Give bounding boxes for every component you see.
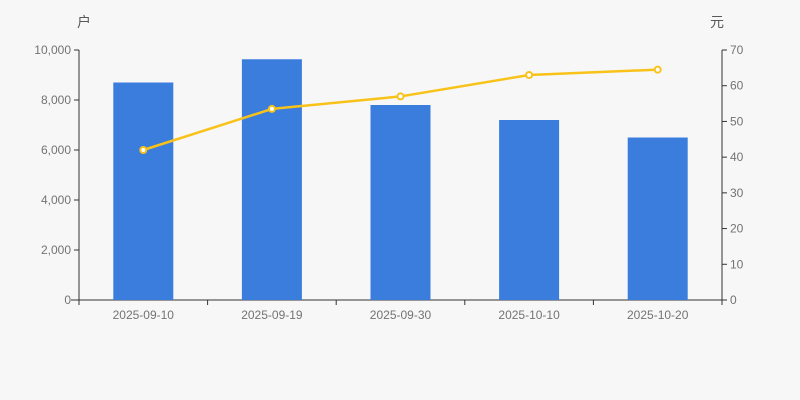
x-axis-label: 2025-09-30 <box>370 308 432 322</box>
bar[interactable] <box>499 120 560 300</box>
x-axis-label: 2025-10-20 <box>627 308 689 322</box>
line-point[interactable] <box>267 104 276 113</box>
left-axis-tick-label: 4,000 <box>41 193 71 207</box>
line-point[interactable] <box>525 71 534 79</box>
right-axis-tick-label: 40 <box>730 150 744 164</box>
bar[interactable] <box>627 137 688 301</box>
bar[interactable] <box>370 105 431 300</box>
left-axis-name: 户 <box>77 14 91 30</box>
right-axis-tick-label: 10 <box>730 257 744 271</box>
right-axis-tick-label: 50 <box>730 114 744 128</box>
right-axis-name: 元 <box>710 14 724 30</box>
left-axis-tick-label: 2,000 <box>41 243 71 257</box>
x-axis-label: 2025-09-19 <box>241 308 303 322</box>
left-axis-tick-label: 0 <box>64 293 71 307</box>
right-axis-tick-label: 70 <box>730 43 744 57</box>
x-axis-label: 2025-09-10 <box>113 308 175 322</box>
right-axis-tick-label: 30 <box>730 186 744 200</box>
left-axis-tick-label: 10,000 <box>34 43 71 57</box>
right-axis-tick-label: 20 <box>730 222 744 236</box>
line-point[interactable] <box>396 92 405 101</box>
bar[interactable] <box>241 59 302 300</box>
left-axis-tick-label: 6,000 <box>41 143 71 157</box>
line-point[interactable] <box>653 65 662 74</box>
right-axis-tick-label: 60 <box>730 79 744 93</box>
x-axis-label: 2025-10-10 <box>498 308 560 322</box>
left-axis-tick-label: 8,000 <box>41 93 71 107</box>
right-axis-tick-label: 0 <box>730 293 737 307</box>
line-point[interactable] <box>139 146 148 154</box>
bar[interactable] <box>113 82 174 301</box>
